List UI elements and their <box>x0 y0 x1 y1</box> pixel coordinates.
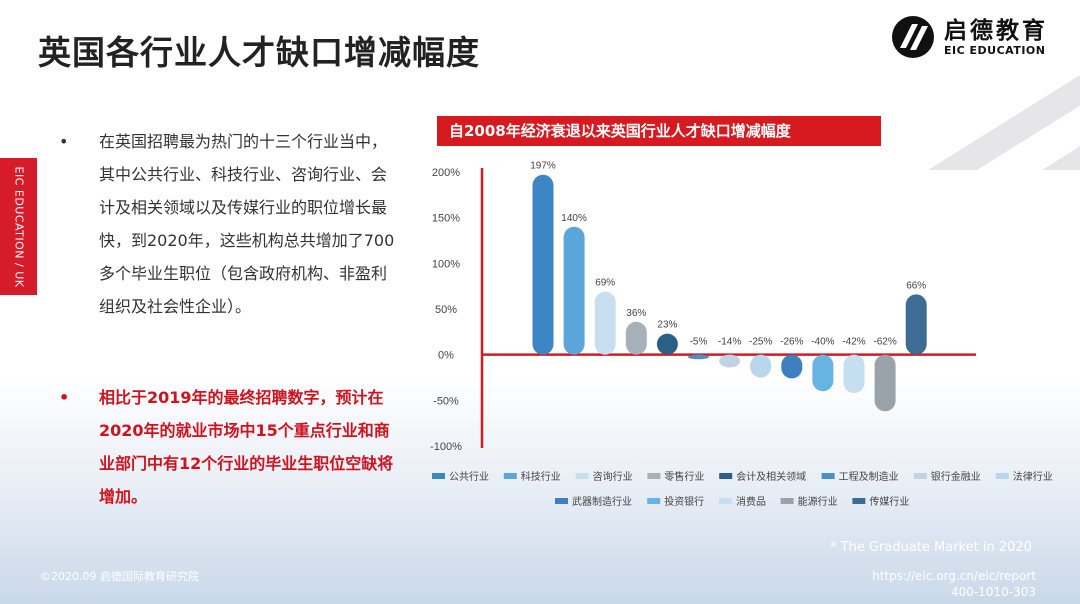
bar-7 <box>719 354 741 368</box>
legend-label: 工程及制造业 <box>839 470 899 483</box>
legend-swatch <box>719 473 733 479</box>
data-label: 23% <box>657 320 677 331</box>
bullet-marker: • <box>59 388 70 407</box>
logo-en-text: EIC EDUCATION <box>944 43 1046 57</box>
bar-6 <box>688 354 709 360</box>
legend-swatch <box>555 498 568 504</box>
legend-label: 零售行业 <box>664 470 704 483</box>
bar-3 <box>594 291 616 355</box>
data-label: -40% <box>811 337 834 348</box>
chart-title: 自2008年经济衰退以来英国行业人才缺口增减幅度 <box>437 116 881 146</box>
bar-2 <box>563 226 585 355</box>
bar-4 <box>625 321 647 355</box>
legend-swatch <box>432 473 445 479</box>
y-tick-label: 100% <box>432 258 460 270</box>
bar-13 <box>905 294 927 355</box>
data-label: -62% <box>873 337 896 348</box>
legend-swatch <box>575 473 589 479</box>
legend-label: 能源行业 <box>798 495 838 508</box>
y-tick-label: -50% <box>433 395 459 407</box>
bar-10 <box>812 354 834 392</box>
legend-label: 消费品 <box>736 495 766 508</box>
legend-label: 公共行业 <box>449 470 489 483</box>
bar-9 <box>781 354 803 379</box>
side-tab: EIC EDUCATION / UK <box>0 158 37 295</box>
data-label: -42% <box>842 337 865 348</box>
legend-label: 传媒行业 <box>869 495 909 508</box>
y-tick-label: 50% <box>435 304 457 316</box>
source-footnote: * The Graduate Market in 2020 <box>830 540 1032 555</box>
y-tick-label: 0% <box>438 350 454 362</box>
contact-info: https://eic.org.cn/eic/report 400-1010-3… <box>872 568 1036 600</box>
legend-label: 咨询行业 <box>593 470 633 483</box>
legend-swatch <box>780 498 794 504</box>
legend-swatch <box>995 473 1009 479</box>
bar-12 <box>874 354 896 412</box>
legend-swatch <box>503 473 517 479</box>
legend-label: 投资银行 <box>664 495 704 508</box>
legend-label: 法律行业 <box>1013 470 1053 483</box>
bullet-1: • 在英国招聘最为热门的十三个行业当中，其中公共行业、科技行业、咨询行业、会计及… <box>59 125 399 323</box>
data-label: -14% <box>718 337 741 348</box>
data-label: 66% <box>906 280 926 291</box>
legend-swatch <box>647 473 661 479</box>
bar-8 <box>750 354 772 378</box>
report-url[interactable]: https://eic.org.cn/eic/report <box>872 569 1036 583</box>
y-tick-label: 200% <box>432 167 460 179</box>
legend-label: 银行金融业 <box>931 470 981 483</box>
y-tick-label: 150% <box>432 213 460 225</box>
y-tick-label: -100% <box>430 441 462 453</box>
copyright: ©2020.09 启德国际教育研究院 <box>40 570 199 583</box>
legend-label: 武器制造行业 <box>572 495 632 508</box>
data-label: -5% <box>690 337 708 348</box>
data-label: 69% <box>595 278 615 289</box>
data-label: 36% <box>626 308 646 319</box>
bullet-marker: • <box>59 132 69 151</box>
bullet-2: • 相比于2019年的最终招聘数字，预计在2020年的就业市场中15个重点行业和… <box>59 381 399 513</box>
bullet-1-text: 在英国招聘最为热门的十三个行业当中，其中公共行业、科技行业、咨询行业、会计及相关… <box>99 132 395 316</box>
legend-swatch <box>719 498 732 504</box>
phone-number: 400-1010-303 <box>950 585 1036 599</box>
data-label: 197% <box>530 161 556 172</box>
legend-swatch <box>913 473 927 479</box>
data-label: -25% <box>749 337 772 348</box>
bullet-2-text: 相比于2019年的最终招聘数字，预计在2020年的就业市场中15个重点行业和商业… <box>99 388 394 506</box>
data-label: 140% <box>561 213 587 224</box>
bar-1 <box>532 174 554 355</box>
legend-swatch <box>852 498 866 504</box>
logo-cn-text: 启德教育 <box>944 17 1048 44</box>
eic-logo: 启德教育 EIC EDUCATION <box>890 14 1048 60</box>
data-label: -26% <box>780 337 803 348</box>
eic-logo-icon <box>892 16 934 58</box>
legend-label: 科技行业 <box>521 470 561 483</box>
page-title: 英国各行业人才缺口增减幅度 <box>38 33 480 72</box>
legend-swatch <box>821 473 835 479</box>
legend-swatch <box>647 498 661 504</box>
legend-label: 会计及相关领域 <box>736 470 806 483</box>
bar-11 <box>843 354 865 394</box>
bar-5 <box>656 333 678 355</box>
